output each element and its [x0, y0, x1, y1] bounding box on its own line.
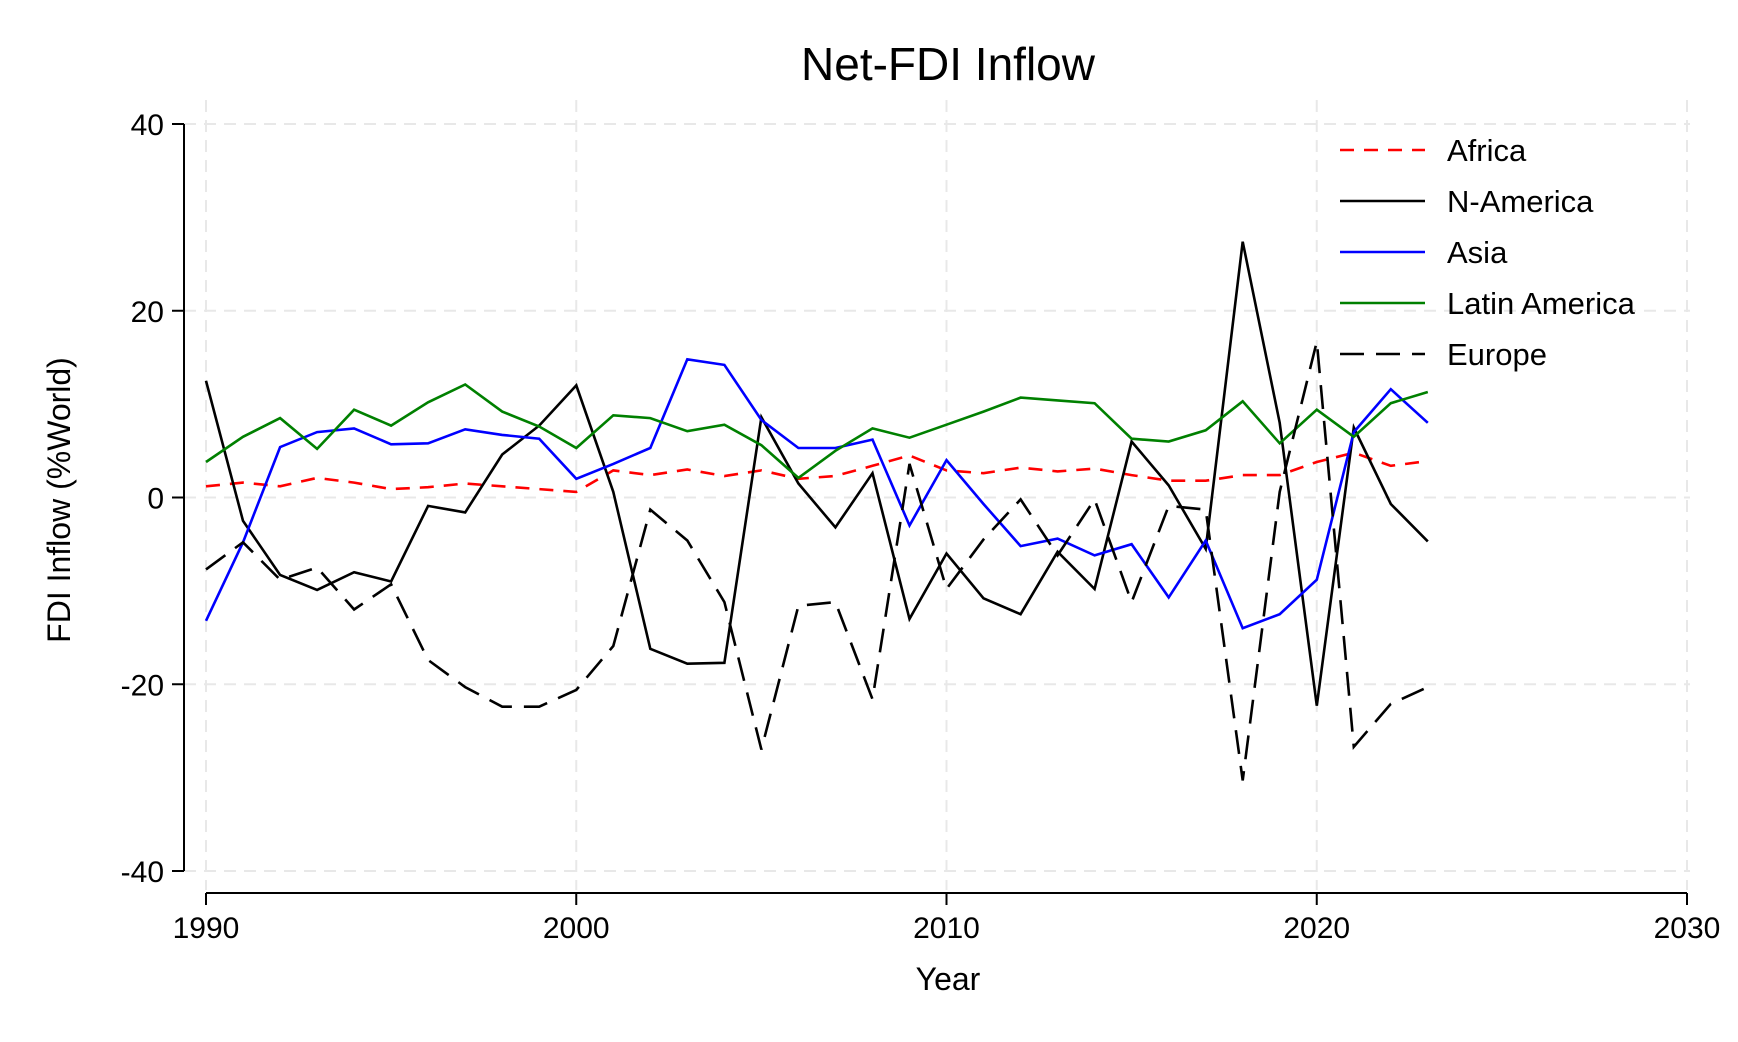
y-tick-label: 40 — [131, 109, 164, 142]
x-tick-label: 2010 — [913, 912, 980, 945]
legend-label-europe: Europe — [1447, 337, 1547, 372]
x-tick-label: 2000 — [543, 912, 610, 945]
series-line-latin-america — [205, 382, 1429, 480]
chart-title: Net-FDI Inflow — [801, 38, 1096, 90]
legend-label-africa: Africa — [1447, 133, 1527, 168]
legend-label-n-america: N-America — [1447, 184, 1594, 219]
series-line-n-america — [204, 241, 1429, 706]
series-line-asia — [204, 357, 1429, 630]
y-tick-label: -40 — [121, 856, 164, 889]
y-tick-label: 20 — [131, 296, 164, 329]
legend-label-asia: Asia — [1447, 235, 1508, 270]
series-lines — [204, 241, 1429, 781]
axes: -40 -20 0 20 40 1990 2000 2010 2020 2030 — [121, 109, 1721, 945]
legend: Africa N-America Asia Latin America Europe — [1340, 133, 1636, 372]
x-tick-label: 2020 — [1283, 912, 1350, 945]
series-line-africa — [205, 451, 1428, 494]
legend-label-latin-america: Latin America — [1447, 286, 1636, 321]
x-axis-label: Year — [916, 961, 981, 997]
x-tick-label: 1990 — [173, 912, 240, 945]
series-line-europe — [205, 341, 1429, 781]
x-tick-label: 2030 — [1654, 912, 1721, 945]
y-tick-label: 0 — [147, 483, 164, 516]
y-axis-label: FDI Inflow (%World) — [41, 357, 77, 643]
y-tick-label: -20 — [121, 669, 164, 702]
grid — [184, 100, 1690, 890]
